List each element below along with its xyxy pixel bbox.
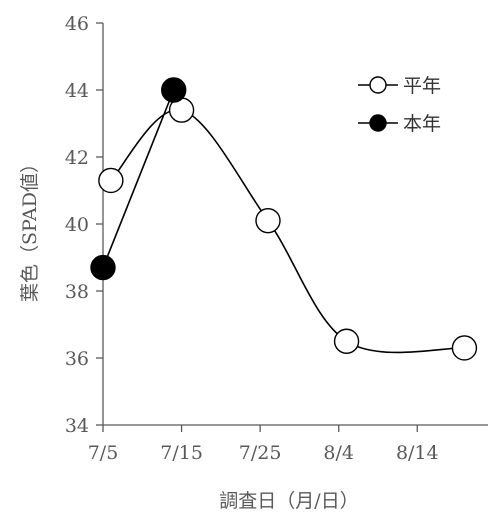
series-line bbox=[110, 109, 465, 354]
legend-marker bbox=[369, 114, 387, 132]
filled-circle-marker bbox=[90, 254, 116, 281]
series-layer bbox=[90, 77, 478, 361]
y-ticks: 34 36 38 40 42 44 46 bbox=[65, 13, 103, 437]
filled-circle-marker bbox=[161, 77, 187, 103]
y-tick-label: 38 bbox=[65, 281, 89, 303]
legend-marker bbox=[369, 76, 387, 94]
legend-item: 本年 bbox=[358, 113, 441, 135]
x-tick-label: 8/4 bbox=[323, 442, 354, 464]
y-tick-label: 40 bbox=[65, 214, 89, 236]
y-tick-label: 34 bbox=[65, 415, 89, 437]
x-tick-label: 7/15 bbox=[160, 442, 203, 464]
legend-label: 平年 bbox=[403, 75, 441, 97]
series-line bbox=[102, 89, 175, 268]
legend-item: 平年 bbox=[358, 75, 441, 97]
x-tick-label: 8/14 bbox=[396, 442, 439, 464]
legend-label: 本年 bbox=[403, 113, 441, 135]
series-1 bbox=[98, 97, 478, 361]
x-ticks: 7/5 7/15 7/25 8/4 8/14 bbox=[88, 425, 439, 464]
open-circle-marker bbox=[255, 207, 281, 234]
x-axis-title: 調査日（月/日） bbox=[219, 490, 358, 512]
series-2 bbox=[90, 77, 187, 281]
y-tick-label: 46 bbox=[65, 13, 89, 35]
y-tick-label: 42 bbox=[65, 147, 89, 169]
open-circle-marker bbox=[333, 328, 360, 354]
y-tick-label: 44 bbox=[65, 80, 89, 102]
y-tick-label: 36 bbox=[65, 348, 89, 370]
x-tick-label: 7/25 bbox=[239, 442, 282, 464]
open-circle-marker bbox=[98, 167, 124, 194]
y-axis-title: 葉色（SPAD値） bbox=[19, 154, 41, 302]
x-tick-label: 7/5 bbox=[88, 442, 119, 464]
open-circle-marker bbox=[451, 335, 478, 361]
